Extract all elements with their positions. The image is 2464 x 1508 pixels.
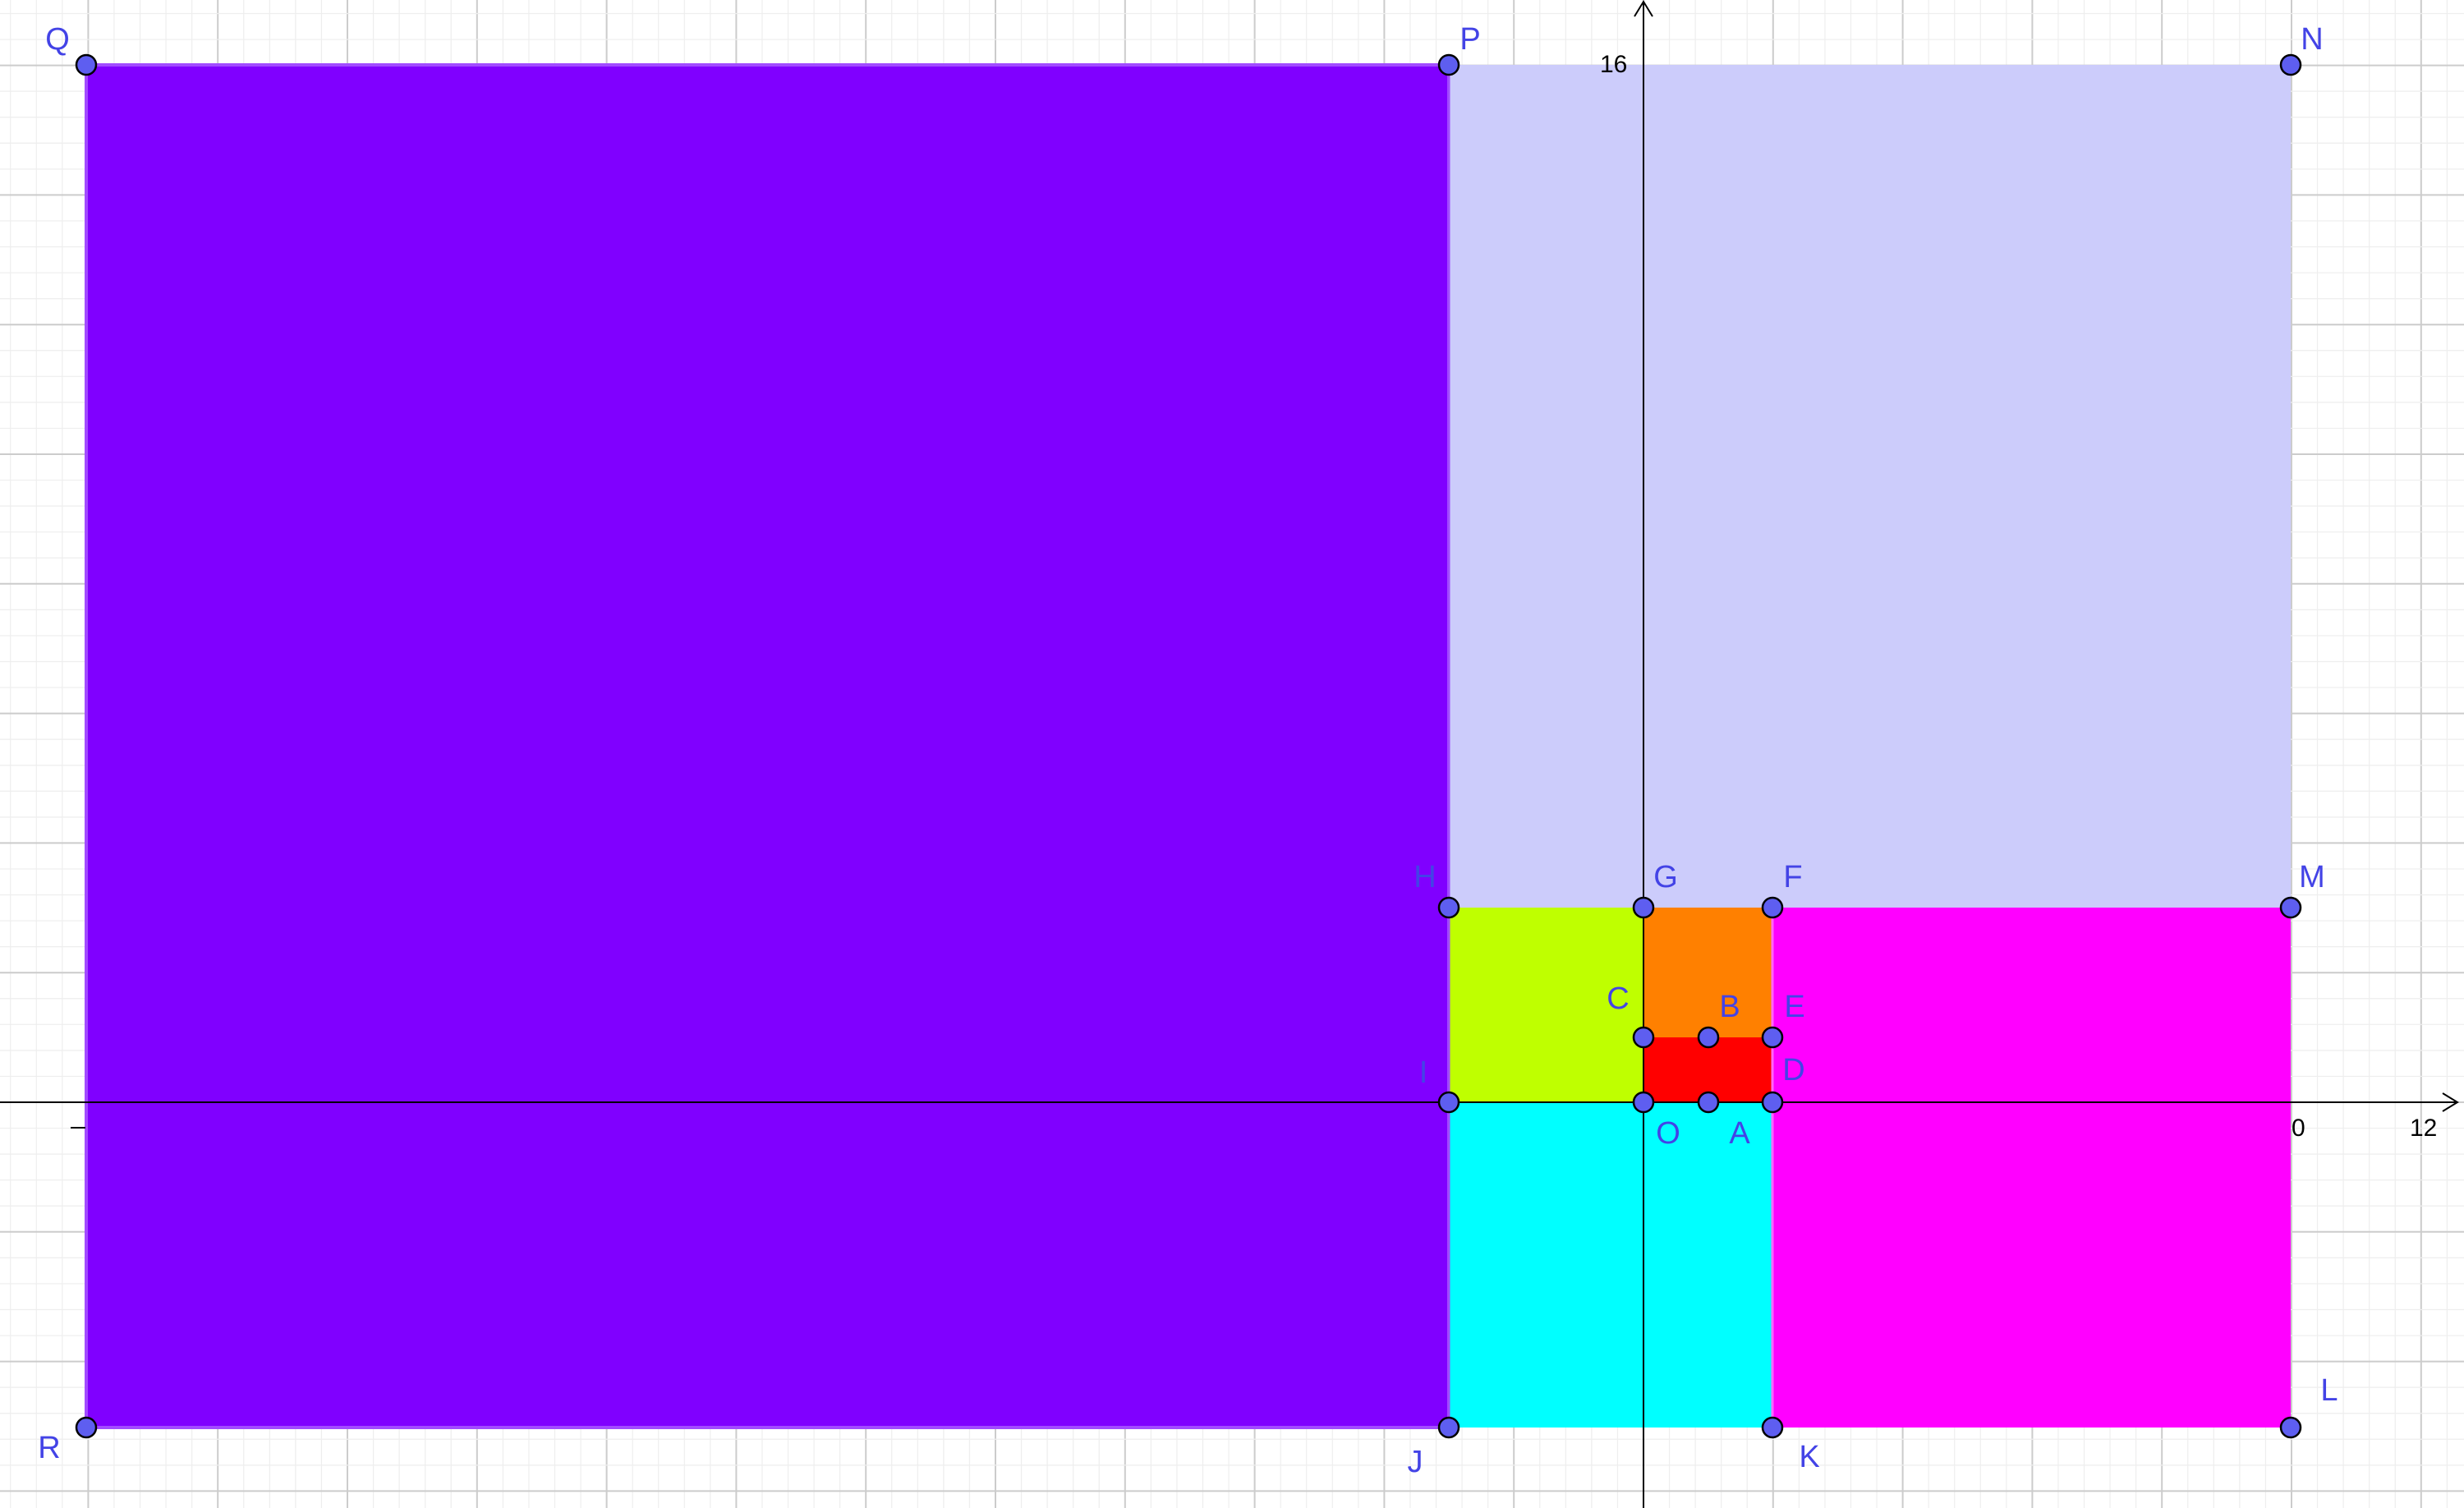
point-H[interactable] [1437,896,1460,919]
point-label-H: H [1414,860,1436,894]
point-label-N: N [2301,22,2323,57]
point-label-I: I [1419,1055,1428,1090]
point-label-M: M [2299,860,2325,894]
point-I[interactable] [1437,1091,1460,1114]
point-Q[interactable] [75,53,98,76]
point-label-J: J [1408,1445,1423,1479]
point-E[interactable] [1761,1026,1784,1049]
point-C[interactable] [1632,1026,1655,1049]
point-label-B: B [1719,990,1740,1024]
magenta-square-K-L-M-F [1772,908,2291,1428]
point-label-D: D [1782,1053,1804,1087]
point-D[interactable] [1761,1091,1784,1114]
point-G[interactable] [1632,896,1655,919]
point-L[interactable] [2279,1416,2302,1439]
point-M[interactable] [2279,896,2302,919]
x-tick-label: 0 [2292,1115,2305,1142]
point-label-R: R [38,1431,60,1465]
point-P[interactable] [1437,53,1460,76]
point-label-K: K [1799,1440,1819,1474]
point-J[interactable] [1437,1416,1460,1439]
point-label-A: A [1729,1116,1750,1151]
point-label-L: L [2320,1373,2338,1408]
cyan-square-J-K-D-I [1449,1102,1772,1428]
orange-square-C-E-F-G [1643,908,1772,1037]
point-R[interactable] [75,1416,98,1439]
points[interactable]: A B C DE F G H I J K L M N O P Q R [38,22,2338,1479]
point-B[interactable] [1697,1026,1720,1049]
lime-square-I-O-G-H [1449,908,1643,1102]
point-N[interactable] [2279,53,2302,76]
point-label-G: G [1653,860,1678,894]
x-tick-label: 12 [2410,1115,2437,1142]
point-label-C: C [1607,982,1629,1016]
x-axis-arrow-icon [2442,1092,2459,1112]
point-label-P: P [1460,22,1480,57]
point-K[interactable] [1761,1416,1784,1439]
point-label-Q: Q [45,22,70,57]
y-tick-label: 16 [1600,51,1627,78]
point-label-O: O [1656,1116,1680,1151]
purple-square-R-J-P-Q [85,63,1450,1429]
point-A[interactable] [1697,1091,1720,1114]
point-F[interactable] [1761,896,1784,919]
point-O[interactable] [1632,1091,1655,1114]
y-axis-arrow-icon [1634,0,1653,17]
square-fills [85,63,2291,1429]
point-label-E: E [1784,990,1804,1024]
point-label-F: F [1783,860,1802,894]
lavender-square-H-M-N-P [1449,65,2291,908]
